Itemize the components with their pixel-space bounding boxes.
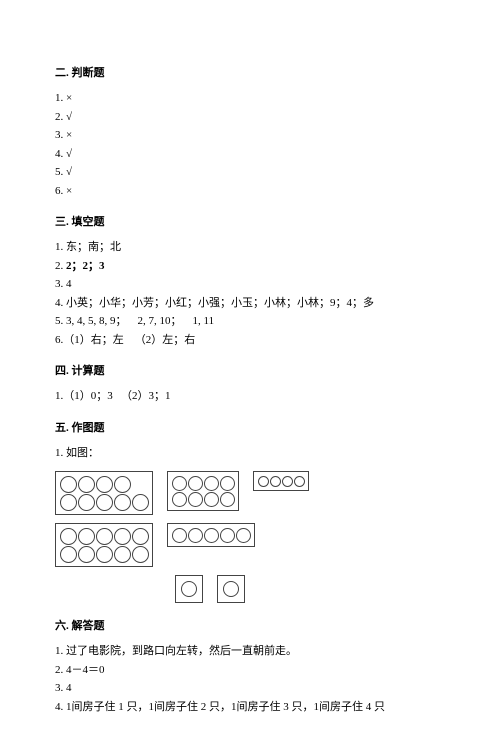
circle-icon [114, 494, 131, 511]
ans-6-2: 2. 4－4＝0 [55, 662, 445, 679]
ans-2-5: 5. √ [55, 164, 445, 181]
section-3-title: 三. 填空题 [55, 213, 445, 229]
circle-icon [96, 476, 113, 493]
circle-box [55, 523, 153, 567]
ans-3-2: 2. 2；2；3 [55, 258, 445, 275]
circle-icon [270, 476, 281, 487]
circle-icon [132, 528, 149, 545]
circle-icon [258, 476, 269, 487]
section-4-title: 四. 计算题 [55, 362, 445, 378]
circle-icon [132, 494, 149, 511]
circle-icon [114, 476, 131, 493]
circle-icon [60, 476, 77, 493]
circle-icon [204, 492, 219, 507]
ans-2-6: 6. × [55, 183, 445, 200]
circle-box [175, 575, 203, 603]
circle-icon [78, 494, 95, 511]
ans-2-3: 3. × [55, 127, 445, 144]
circle-box [167, 471, 239, 511]
ans-3-1: 1. 东；南；北 [55, 239, 445, 256]
circle-icon [60, 528, 77, 545]
circle-icon [220, 476, 235, 491]
circle-icon [172, 476, 187, 491]
ans-2-4: 4. √ [55, 146, 445, 163]
section-5-title: 五. 作图题 [55, 419, 445, 435]
circle-icon [96, 494, 113, 511]
circle-box [217, 575, 245, 603]
circle-icon [236, 528, 251, 543]
circle-icon [220, 528, 235, 543]
circle-icon [78, 546, 95, 563]
circle-icon [188, 528, 203, 543]
circle-icon [282, 476, 293, 487]
ans-5-1: 1. 如图： [55, 445, 445, 462]
circle-icon [172, 492, 187, 507]
section-6-title: 六. 解答题 [55, 617, 445, 633]
circle-icon [172, 528, 187, 543]
circle-icon [220, 492, 235, 507]
circle-icon [96, 528, 113, 545]
circle-icon [223, 581, 239, 597]
circle-icon [188, 492, 203, 507]
circle-box [253, 471, 309, 491]
ans-3-5: 5. 3, 4, 5, 8, 9； 2, 7, 10； 1, 11 [55, 313, 445, 330]
circle-box [167, 523, 255, 547]
section-2-title: 二. 判断题 [55, 64, 445, 80]
circle-icon [60, 546, 77, 563]
ans-6-1: 1. 过了电影院，到路口向左转，然后一直朝前走。 [55, 643, 445, 660]
circle-icon [114, 528, 131, 545]
circle-icon [181, 581, 197, 597]
circle-icon [204, 528, 219, 543]
ans-4-1: 1.（1）0；3 （2）3；1 [55, 388, 445, 405]
circle-icon [114, 546, 131, 563]
figure-area [55, 471, 445, 603]
ans-3-6: 6.（1）右；左 （2）左；右 [55, 332, 445, 349]
ans-6-3: 3. 4 [55, 680, 445, 697]
circle-icon [96, 546, 113, 563]
circle-icon [78, 528, 95, 545]
circle-icon [60, 494, 77, 511]
circle-icon [188, 476, 203, 491]
circle-icon [294, 476, 305, 487]
circle-box [55, 471, 153, 515]
ans-2-1: 1. × [55, 90, 445, 107]
ans-3-3: 3. 4 [55, 276, 445, 293]
ans-2-2: 2. √ [55, 109, 445, 126]
circle-icon [78, 476, 95, 493]
circle-icon [204, 476, 219, 491]
circle-icon [132, 546, 149, 563]
ans-3-4: 4. 小英；小华；小芳；小红；小强；小玉；小林；小林；9；4；多 [55, 295, 445, 312]
